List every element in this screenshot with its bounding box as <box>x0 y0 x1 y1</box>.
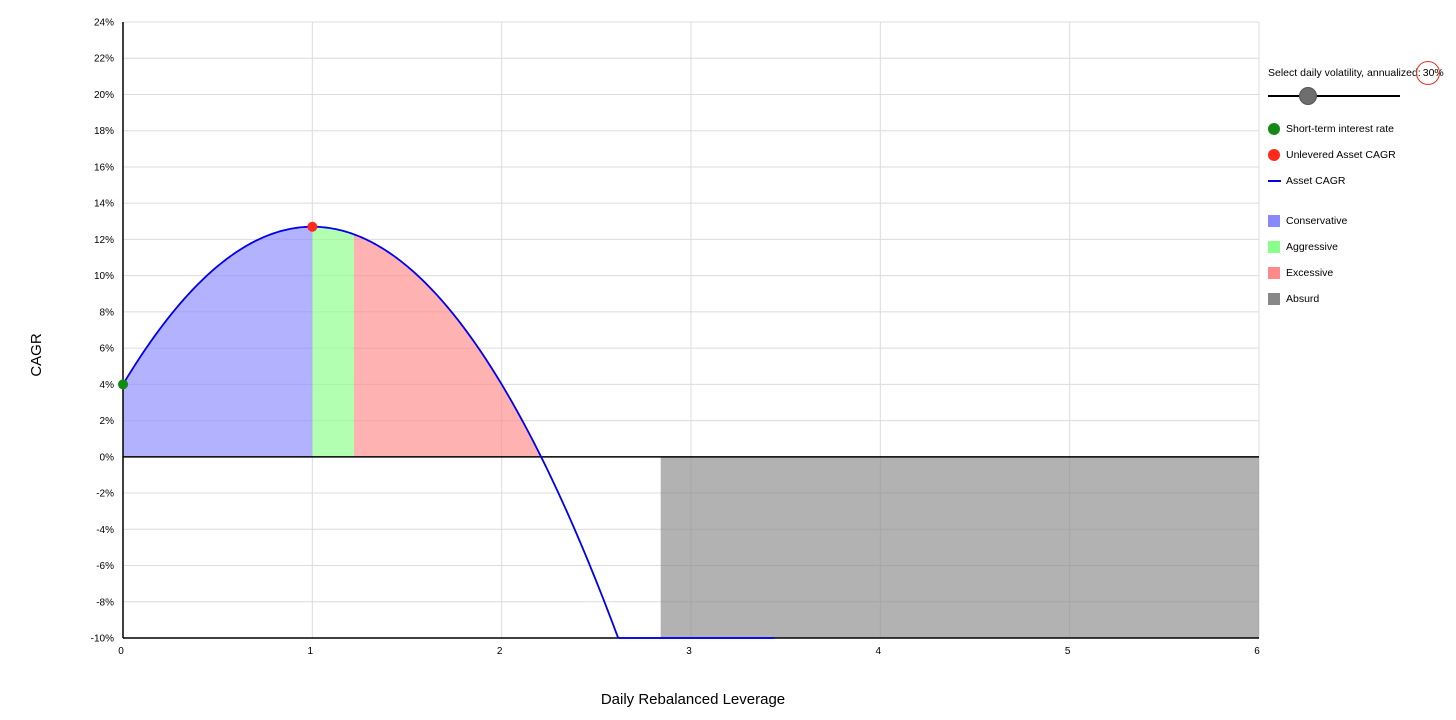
y-tick-label: 16% <box>94 162 114 173</box>
zone-fill-absurd <box>660 456 1259 638</box>
x-tick-label: 5 <box>1065 646 1071 657</box>
legend-marker <box>1268 215 1280 227</box>
legend-label: Asset CAGR <box>1286 175 1346 187</box>
asset-cagr-line <box>122 225 775 639</box>
legend-item-unlevered-asset-cagr: Unlevered Asset CAGR <box>1268 142 1448 168</box>
legend-item-asset-cagr: Asset CAGR <box>1268 168 1448 194</box>
legend-label: Absurd <box>1286 293 1320 305</box>
y-tick-label: 2% <box>100 416 115 427</box>
y-tick-label: -2% <box>96 489 114 500</box>
legend-item-absurd: Absurd <box>1268 286 1448 312</box>
volatility-control: Select daily volatility, annualized: 30% <box>1268 61 1448 85</box>
legend-marker <box>1268 180 1281 182</box>
point-markers <box>118 221 318 390</box>
highlight-circle <box>1415 61 1440 85</box>
legend-marker <box>1268 241 1280 253</box>
y-tick-label: 14% <box>94 199 114 210</box>
slider-thumb[interactable] <box>1298 87 1317 105</box>
unlevered-asset-cagr-point <box>307 221 318 232</box>
y-tick-label: -4% <box>96 525 114 536</box>
legend-label: Short-term interest rate <box>1286 123 1394 135</box>
short-term-interest-rate-point <box>118 379 128 390</box>
y-tick-label: -10% <box>91 634 114 645</box>
y-axis-title: CAGR <box>28 333 45 377</box>
legend-label: Unlevered Asset CAGR <box>1286 149 1396 161</box>
y-tick-label: -6% <box>96 561 114 572</box>
y-tick-label: 0% <box>100 452 115 463</box>
x-tick-label: 6 <box>1254 646 1260 657</box>
tick-labels: -10% -8% -6% -4% -2% 0% 2% 4% 6% 8% 10% 12% 14% 16% 18… <box>91 18 1261 658</box>
y-tick-label: -8% <box>96 597 114 608</box>
legend-spacer <box>1268 194 1448 208</box>
legend: Short-term interest rate Unlevered Asset … <box>1268 116 1448 312</box>
x-tick-label: 0 <box>118 646 124 657</box>
y-tick-label: 12% <box>94 235 114 246</box>
y-tick-label: 18% <box>94 126 114 137</box>
legend-item-aggressive: Aggressive <box>1268 234 1448 260</box>
x-tick-label: 4 <box>876 646 882 657</box>
y-tick-label: 4% <box>100 380 115 391</box>
legend-marker <box>1268 123 1280 135</box>
legend-item-conservative: Conservative <box>1268 208 1448 234</box>
x-tick-label: 3 <box>686 646 692 657</box>
legend-item-short-term-interest-rate: Short-term interest rate <box>1268 116 1448 142</box>
curve-layer <box>122 225 775 639</box>
y-tick-label: 10% <box>94 271 114 282</box>
y-tick-label: 8% <box>100 307 115 318</box>
slider-track <box>1268 95 1400 97</box>
x-tick-label: 2 <box>497 646 503 657</box>
legend-label: Conservative <box>1286 215 1348 227</box>
y-tick-label: 22% <box>94 54 114 65</box>
y-tick-label: 20% <box>94 90 114 101</box>
zone-fill-conservative <box>123 226 313 457</box>
legend-label: Excessive <box>1286 267 1334 279</box>
legend-marker <box>1268 293 1280 305</box>
legend-label: Aggressive <box>1286 241 1338 253</box>
y-tick-label: 24% <box>94 18 114 29</box>
volatility-value-wrap: 30% <box>1415 61 1446 85</box>
legend-item-excessive: Excessive <box>1268 260 1448 286</box>
x-axis-title: Daily Rebalanced Leverage <box>601 691 785 708</box>
legend-marker <box>1268 149 1280 161</box>
volatility-slider[interactable] <box>1268 86 1400 106</box>
legend-marker <box>1268 267 1280 279</box>
volatility-label: Select daily volatility, annualized: <box>1268 67 1421 79</box>
chart-controls: Select daily volatility, annualized: 30% … <box>1268 61 1448 312</box>
x-tick-label: 1 <box>308 646 314 657</box>
zone-fill-aggressive <box>312 226 354 457</box>
y-tick-label: 6% <box>100 344 115 355</box>
zone-fills <box>123 226 1259 638</box>
zone-fill-excessive <box>353 234 661 457</box>
